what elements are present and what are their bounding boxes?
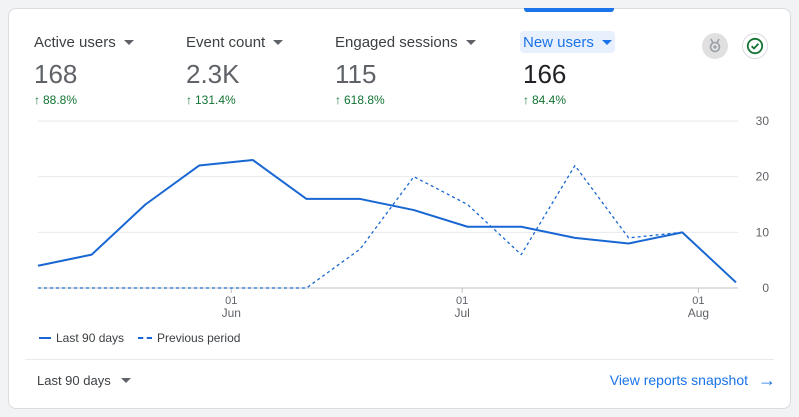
series-line-previous-period — [38, 164, 683, 289]
y-tick-label: 10 — [756, 225, 770, 239]
check-circle-icon — [746, 37, 764, 55]
metric-change-value: 618.8% — [344, 93, 385, 107]
view-reports-snapshot-link[interactable]: View reports snapshot → — [609, 370, 776, 390]
chart-legend: Last 90 days Previous period — [39, 331, 254, 345]
caret-down-icon — [273, 39, 284, 45]
metric-value: 166 — [523, 59, 567, 89]
data-quality-button[interactable] — [742, 33, 768, 59]
chart-series — [37, 158, 737, 289]
x-tick-day-label: 01 — [225, 295, 237, 307]
metric-label: Active users — [34, 33, 116, 51]
y-tick-label: 30 — [756, 114, 770, 128]
insights-button[interactable] — [702, 33, 728, 59]
metric-value: 168 — [34, 59, 78, 89]
x-tick-month-label: Jun — [222, 306, 241, 320]
caret-down-icon — [465, 39, 476, 45]
x-tick-day-label: 01 — [456, 295, 468, 307]
metric-change-value: 131.4% — [195, 93, 236, 107]
insights-icon — [709, 38, 721, 53]
footer-divider — [25, 359, 774, 360]
metric-label: Event count — [186, 33, 266, 51]
metric-new-users[interactable]: New users 166 ↑ 84.4% — [520, 31, 615, 107]
solid-line-swatch — [39, 337, 51, 339]
arrow-up-icon: ↑ — [523, 93, 529, 107]
metric-engaged-sessions[interactable]: Engaged sessions 115 ↑ 618.8% — [332, 31, 479, 107]
legend-item-last-90-days[interactable]: Last 90 days — [39, 331, 124, 345]
y-tick-label: 20 — [756, 170, 770, 184]
metric-change: ↑ 88.8% — [31, 93, 137, 107]
series-line-last-90-days — [37, 158, 737, 284]
metric-active-users[interactable]: Active users 168 ↑ 88.8% — [31, 31, 137, 107]
arrow-up-icon: ↑ — [186, 93, 192, 107]
chart-gridlines — [38, 120, 738, 289]
legend-label: Previous period — [157, 331, 241, 345]
metric-change-value: 84.4% — [532, 93, 567, 107]
y-axis: 0 10 20 30 — [756, 114, 770, 295]
metric-selector[interactable]: Event count — [183, 31, 286, 53]
metric-change: ↑ 84.4% — [520, 93, 615, 107]
metric-selector[interactable]: Engaged sessions — [332, 31, 479, 53]
metric-selector[interactable]: New users — [520, 31, 615, 53]
caret-down-icon — [123, 39, 134, 45]
arrow-up-icon: ↑ — [335, 93, 341, 107]
caret-down-icon — [120, 378, 131, 383]
x-tick-month-label: Jul — [454, 306, 469, 320]
metric-selector[interactable]: Active users — [31, 31, 137, 53]
metric-label: Engaged sessions — [335, 33, 458, 51]
metric-change: ↑ 618.8% — [332, 93, 479, 107]
link-label: View reports snapshot — [609, 372, 748, 388]
date-range-select[interactable]: Last 90 days — [37, 373, 131, 388]
arrow-right-icon: → — [758, 370, 776, 390]
metric-value: 2.3K — [186, 59, 240, 89]
metric-label: New users — [523, 33, 594, 51]
x-tick-month-label: Aug — [688, 306, 709, 320]
metric-change-value: 88.8% — [43, 93, 78, 107]
metric-change: ↑ 131.4% — [183, 93, 286, 107]
metric-event-count[interactable]: Event count 2.3K ↑ 131.4% — [183, 31, 286, 107]
arrow-up-icon: ↑ — [34, 93, 40, 107]
legend-item-previous-period[interactable]: Previous period — [138, 331, 240, 345]
metric-value: 115 — [335, 59, 377, 89]
date-range-label: Last 90 days — [37, 373, 111, 388]
caret-down-icon — [601, 39, 612, 45]
dashed-line-swatch — [138, 337, 153, 339]
x-tick-day-label: 01 — [692, 295, 704, 307]
legend-label: Last 90 days — [56, 331, 125, 345]
new-users-card: Active users 168 ↑ 88.8% Event count 2.3… — [8, 8, 791, 409]
y-tick-label: 0 — [762, 281, 769, 295]
selected-tab-indicator — [524, 8, 614, 12]
